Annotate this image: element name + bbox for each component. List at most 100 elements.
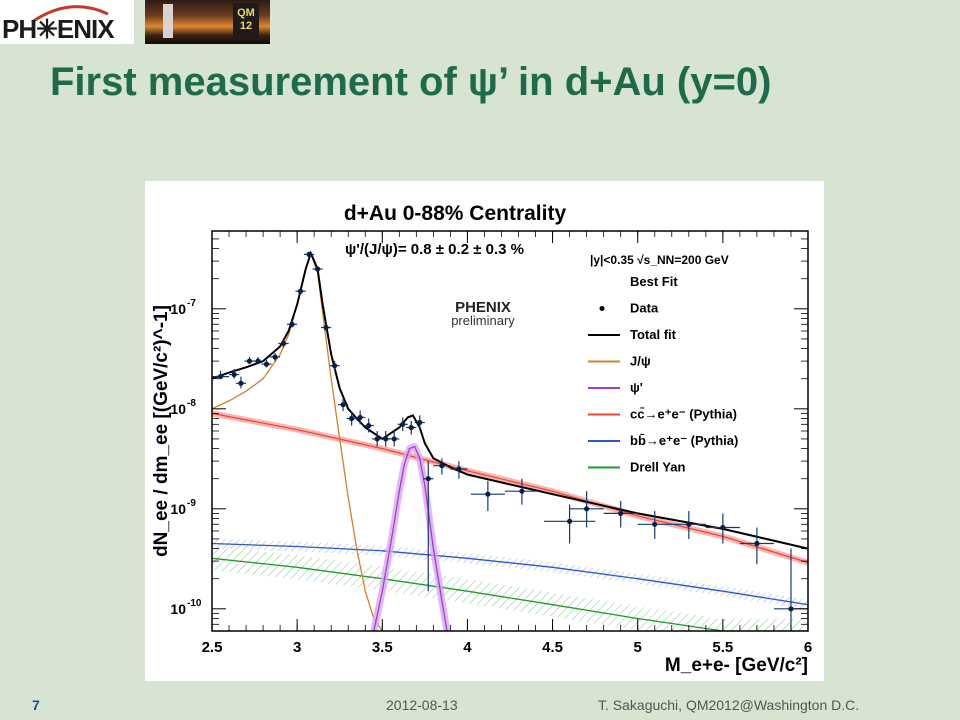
monument-shape <box>163 4 173 38</box>
qm-badge: QM 12 <box>233 3 259 39</box>
data-marker <box>519 488 525 494</box>
series-line- <box>373 445 448 631</box>
band- <box>370 443 451 631</box>
data-marker <box>314 266 321 272</box>
series-line-cceepythia <box>212 412 808 564</box>
y-tick-exponent: -7 <box>187 298 196 309</box>
data-marker <box>439 463 445 469</box>
y-tick-label: 10 <box>170 601 186 617</box>
data-point <box>355 410 366 425</box>
data-marker <box>720 524 726 531</box>
data-marker <box>391 436 397 442</box>
legend-label: Data <box>630 301 659 316</box>
axes: 2.5 3 3.5 4 4.5 5 5.5 610-710-810-910 -10M_e+e- … <box>151 230 812 676</box>
x-tick-label: 5 <box>634 639 642 656</box>
x-tick-label: 4 <box>463 639 472 656</box>
data-marker <box>383 436 389 442</box>
data-point <box>244 356 255 365</box>
legend-label: Total fit <box>630 327 677 342</box>
watermark-logo: PHENIX <box>455 299 511 316</box>
data-point <box>295 288 306 295</box>
y-tick-exponent: -8 <box>187 398 196 409</box>
data-marker <box>652 521 658 527</box>
data-point <box>252 356 264 365</box>
data-marker <box>374 436 380 442</box>
y-axis-label: dN_ee / dm_ee [(GeV/c²)^-1] <box>151 305 172 557</box>
legend-label: ψ' <box>630 380 643 395</box>
data-point <box>320 324 332 331</box>
slide-date: 2012-08-13 <box>386 697 458 713</box>
data-marker <box>485 491 491 497</box>
data-marker <box>400 421 406 427</box>
data-point <box>470 480 505 512</box>
legend: Best Fit Data Total fit J/ψ ψ' cc̄→e⁺e⁻ (Pyth… <box>588 274 738 475</box>
data-marker <box>754 540 760 547</box>
data-point <box>329 361 340 371</box>
conference-photo: QM 12 <box>145 0 270 44</box>
data-point <box>671 511 706 539</box>
data-point <box>389 431 400 447</box>
data-point <box>433 458 451 475</box>
chart-title: d+Au 0-88% Centrality <box>344 202 567 225</box>
legend-entry: bb̄→e⁺e⁻ (Pythia) <box>588 433 738 448</box>
data-point <box>312 266 323 272</box>
data-marker <box>263 361 270 367</box>
data-point <box>406 420 417 435</box>
x-axis-label: M_e+e- [GeV/c²] <box>665 655 808 676</box>
slide-author: T. Sakaguchi, QM2012@Washington D.C. <box>598 697 860 713</box>
legend-entry: ψ' <box>588 380 643 395</box>
legend-label: bb̄→e⁺e⁻ (Pythia) <box>630 433 738 448</box>
kinematics-annotation: |y|<0.35 √s_NN=200 GeV <box>590 253 729 267</box>
data-point <box>504 478 539 505</box>
data-point <box>739 527 774 565</box>
data-point <box>637 511 672 539</box>
data-marker <box>280 340 287 347</box>
slide-title: First measurement of ψ’ in d+Au (y=0) <box>50 60 772 104</box>
data-marker <box>349 415 355 422</box>
phenix-logo: PH✳ENIX <box>0 0 134 44</box>
data-point <box>397 417 408 431</box>
data-marker <box>246 358 253 364</box>
data-marker <box>340 402 346 408</box>
series-line-bbeepythia <box>212 542 808 606</box>
data-marker <box>567 518 573 524</box>
data-point <box>229 369 240 379</box>
legend-entry: Total fit <box>588 327 677 342</box>
data-point <box>705 513 740 544</box>
data-marker <box>366 422 372 429</box>
data-marker <box>272 354 278 360</box>
data-marker <box>289 321 295 327</box>
data-point <box>363 418 374 433</box>
chart-panel: d+Au 0-88% Centrality ψ'/(J/ψ)= 0.8 ± 0.… <box>145 181 824 681</box>
data-marker <box>332 363 338 369</box>
data-marker <box>231 371 237 378</box>
legend-label: cc̄→e⁺e⁻ (Pythia) <box>630 407 737 422</box>
data-marker <box>306 251 312 258</box>
data-point <box>286 320 298 328</box>
data-marker <box>297 288 304 294</box>
data-marker <box>584 506 590 512</box>
data-marker <box>357 414 363 421</box>
legend-entry: Drell Yan <box>588 460 685 475</box>
data-marker <box>255 358 261 364</box>
data-marker <box>238 380 244 386</box>
data-point <box>603 500 638 528</box>
x-tick-label: 2.5 <box>202 639 223 656</box>
data-point <box>338 397 349 412</box>
y-tick-exponent: -10 <box>187 598 202 609</box>
series-line-drellyan <box>212 557 808 631</box>
data-point <box>450 461 468 479</box>
y-tick-label: 10 <box>170 501 186 517</box>
logo-text: PH✳ENIX <box>2 14 115 44</box>
data-marker <box>686 521 692 527</box>
legend-entry: J/ψ <box>588 354 651 369</box>
data-marker <box>408 424 414 431</box>
legend-entry: Data <box>599 301 659 316</box>
data-point <box>372 431 383 447</box>
data-point <box>414 415 425 430</box>
data-point <box>235 376 247 389</box>
legend-label: Drell Yan <box>630 460 685 475</box>
data-point <box>569 491 604 528</box>
y-tick-label: 10 <box>170 401 186 417</box>
legend-heading: Best Fit <box>630 274 678 289</box>
